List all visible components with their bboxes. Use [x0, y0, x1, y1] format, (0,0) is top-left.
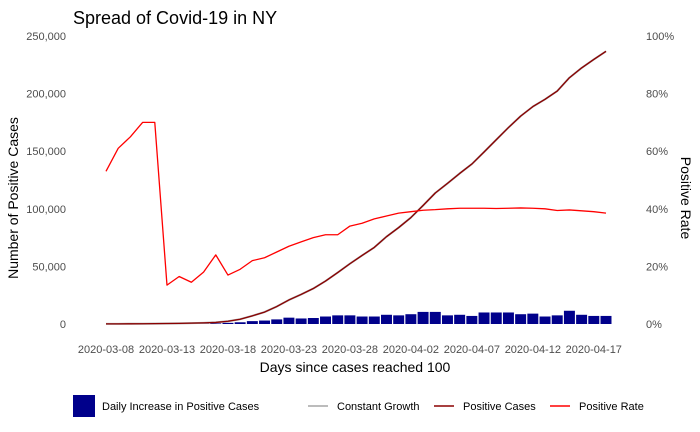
y-tick-left: 250,000: [26, 31, 66, 43]
y-axis-title-right: Positive Rate: [678, 157, 694, 240]
daily-increase-bar: [393, 315, 405, 324]
y-tick-right: 20%: [646, 261, 668, 273]
y-tick-left: 0: [60, 319, 66, 331]
x-tick-label: 2020-03-08: [78, 344, 134, 356]
y-tick-left: 150,000: [26, 146, 66, 158]
x-tick-label: 2020-03-28: [322, 344, 378, 356]
legend: Daily Increase in Positive Cases Constant…: [73, 395, 644, 417]
positive-rate-line: [105, 121, 607, 286]
legend-label-constant-growth: Constant Growth: [337, 401, 420, 413]
y-axis-title-left: Number of Positive Cases: [5, 117, 21, 279]
daily-increase-bar: [259, 320, 271, 324]
x-axis-title: Days since cases reached 100: [260, 359, 451, 375]
daily-increase-bar: [320, 316, 331, 324]
daily-increase-bar: [539, 316, 551, 324]
daily-increase-bar: [576, 314, 588, 324]
daily-increase-bar: [490, 312, 502, 324]
daily-increase-bar: [417, 311, 429, 324]
daily-increase-bar: [234, 322, 246, 324]
daily-increase-bar: [381, 314, 392, 324]
x-tick-label: 2020-04-17: [566, 344, 622, 356]
daily-increase-bar: [441, 315, 453, 324]
daily-increase-bar: [600, 315, 612, 324]
daily-increase-bar: [429, 311, 441, 324]
daily-increase-bar: [478, 312, 490, 324]
y-tick-right: 60%: [646, 146, 668, 158]
daily-increase-bar: [283, 317, 295, 324]
daily-increase-bar: [588, 315, 600, 324]
daily-increase-bar: [368, 316, 380, 324]
daily-increase-bar: [271, 319, 283, 324]
daily-increase-bar: [515, 314, 527, 324]
x-tick-label: 2020-03-23: [261, 344, 317, 356]
daily-increase-bar: [356, 316, 368, 324]
y-tick-left: 200,000: [26, 89, 66, 101]
y-tick-right: 80%: [646, 89, 668, 101]
x-tick-label: 2020-04-12: [505, 344, 561, 356]
x-tick-label: 2020-04-07: [444, 344, 500, 356]
daily-increase-bar: [405, 314, 417, 324]
y-tick-left: 100,000: [26, 204, 66, 216]
legend-label-positive-cases: Positive Cases: [463, 401, 536, 413]
chart-title: Spread of Covid-19 in NY: [73, 8, 277, 28]
daily-increase-bar: [344, 315, 356, 324]
daily-increase-bar: [246, 321, 258, 324]
constant-growth-line: [105, 50, 607, 325]
y-tick-right: 0%: [646, 319, 662, 331]
daily-increase-bar: [295, 318, 307, 324]
daily-increase-bar: [563, 310, 575, 324]
daily-increase-bar: [502, 312, 514, 324]
legend-label-daily-increase: Daily Increase in Positive Cases: [102, 401, 260, 413]
positive-cases-line: [105, 50, 607, 325]
y-tick-right: 40%: [646, 204, 668, 216]
legend-label-positive-rate: Positive Rate: [579, 401, 644, 413]
daily-increase-bar: [551, 315, 563, 324]
daily-increase-bar: [454, 314, 466, 324]
daily-increase-bar: [307, 318, 319, 324]
y-tick-right: 100%: [646, 31, 674, 43]
daily-increase-bar: [210, 323, 222, 324]
y-tick-left: 50,000: [32, 261, 66, 273]
x-tick-label: 2020-04-02: [383, 344, 439, 356]
daily-increase-bar: [466, 315, 478, 324]
daily-increase-bar: [527, 313, 539, 324]
x-tick-label: 2020-03-13: [139, 344, 195, 356]
daily-increase-bar: [222, 322, 234, 324]
legend-key-daily-increase: [73, 395, 95, 417]
x-tick-label: 2020-03-18: [200, 344, 256, 356]
daily-increase-bar: [332, 315, 344, 324]
